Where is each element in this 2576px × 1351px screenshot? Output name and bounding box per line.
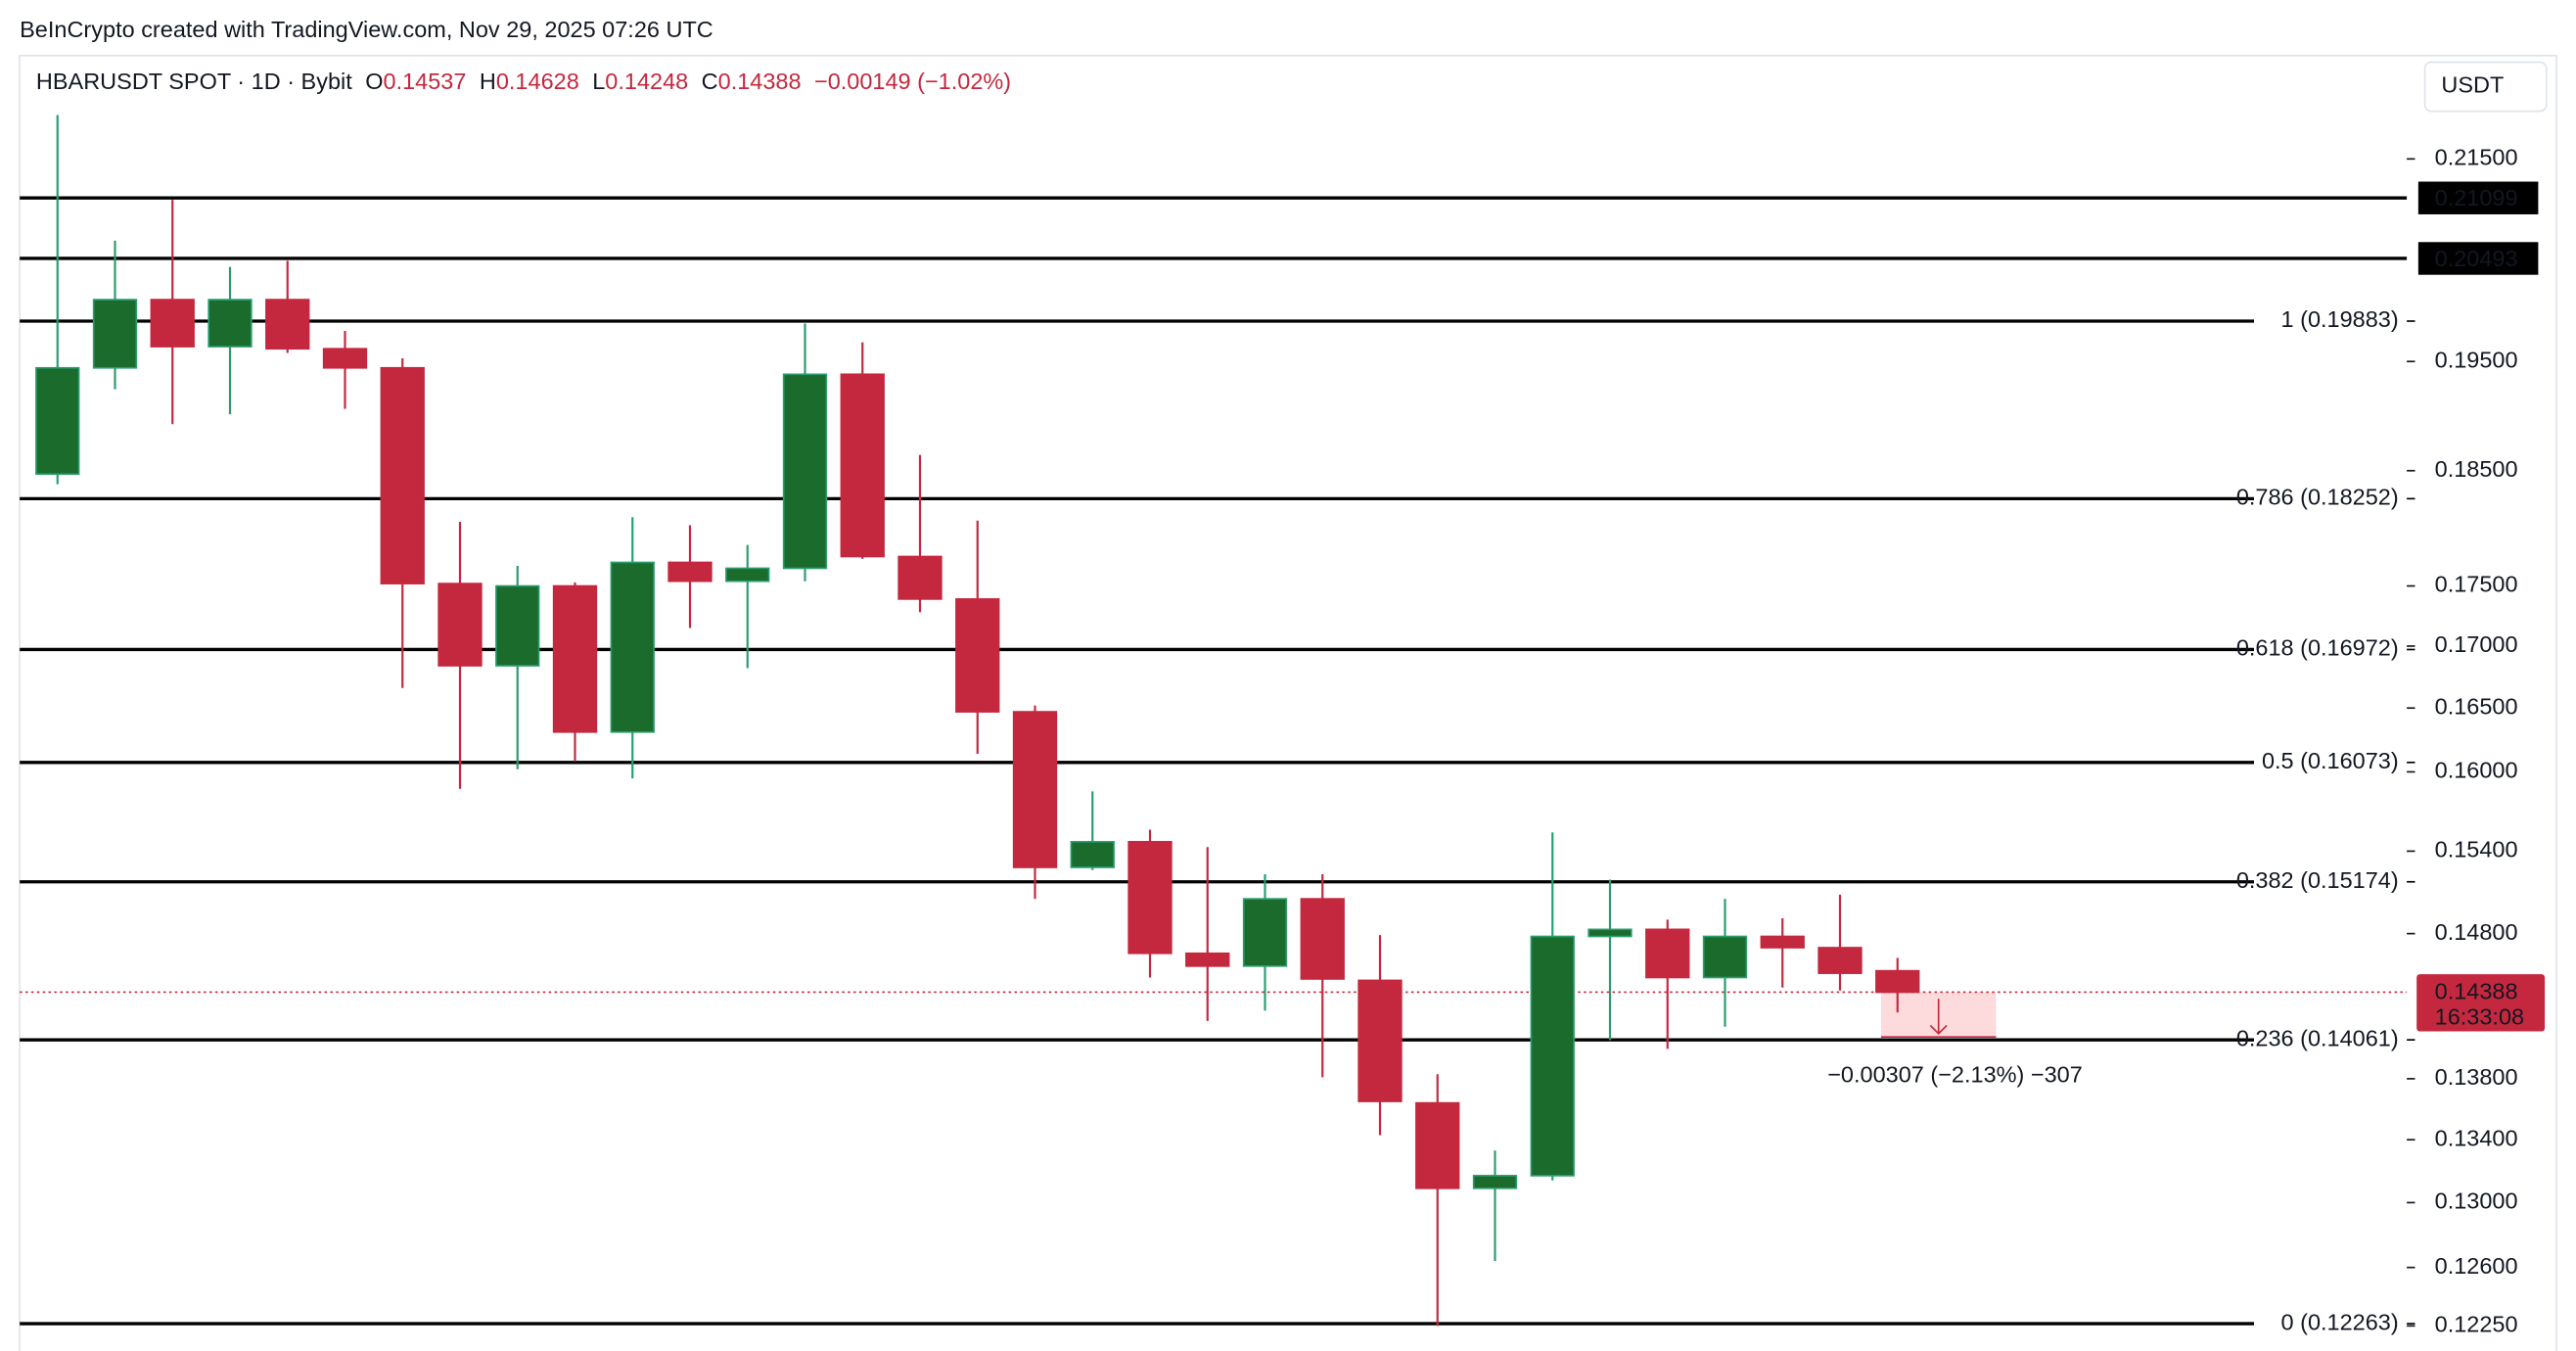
candle-body [380,366,425,584]
fib-label: 0 (0.12263) [2281,1309,2399,1334]
c-label: C [702,69,718,94]
candle-body [1760,935,1805,949]
candle-body [1012,711,1058,868]
y-tick-label: 0.16000 [2435,758,2518,783]
candle-body [265,299,310,350]
y-tick-label: 0.16500 [2435,693,2518,719]
currency: USDT [2441,72,2504,98]
change: −0.00149 (−1.02%) [814,69,1011,94]
l-value: 0.14248 [605,69,688,94]
y-tick-label: 0.13800 [2435,1064,2518,1090]
y-tick-label: 0.21500 [2435,145,2518,170]
candle-body [1645,928,1690,979]
y-tick-label: 0.18500 [2435,456,2518,482]
fib-label: 0.5 (0.16073) [2262,748,2399,773]
price-badge-label: 0.14388 [2435,979,2518,1004]
frame [19,54,2557,1351]
candle-body [1070,840,1115,868]
measure-label: −0.00307 (−2.13%) −307 [1827,1061,2083,1087]
level-badge [2417,181,2539,214]
candle-body [1127,840,1173,955]
candle-body [782,373,828,570]
candle-body [667,561,713,582]
y-tick-label: 0.13000 [2435,1188,2518,1214]
candle-body [1587,928,1633,938]
legend: HBARUSDT SPOT · 1D · Bybit O0.14537 H0.146… [36,69,1011,94]
y-tick-label: 0.17000 [2435,631,2518,657]
candle-body [1300,898,1345,980]
h-value: 0.14628 [496,69,579,94]
o-value: 0.14537 [384,69,467,94]
candle-body [1185,952,1230,967]
credit: BeInCrypto created with TradingView.com,… [20,17,713,42]
candle-body [955,598,1000,713]
fib-label: 0.236 (0.14061) [2236,1025,2399,1050]
l-label: L [592,69,605,94]
candle-body [1817,947,1863,974]
candle-body [150,299,195,348]
candle-body [207,299,253,348]
candle-body [92,299,138,369]
y-tick-label: 0.13400 [2435,1125,2518,1150]
countdown: 16:33:08 [2435,1003,2524,1029]
candle-body [1702,935,1748,979]
fib-label: 0.618 (0.16972) [2236,635,2399,661]
candle-body [1472,1175,1518,1189]
o-label: O [365,69,383,94]
level-badge-label: 0.21099 [2435,185,2518,210]
candle-body [897,555,943,600]
candle-body [1242,898,1288,967]
c-value: 0.14388 [718,69,802,94]
fib-label: 1 (0.19883) [2281,306,2399,332]
y-tick-label: 0.14800 [2435,919,2518,945]
candle-body [1530,935,1575,1177]
candle-body [725,567,770,582]
y-tick-label: 0.12600 [2435,1253,2518,1279]
price-badge [2416,974,2546,1032]
candle-body [1875,969,1920,994]
y-tick-label: 0.17500 [2435,572,2518,597]
y-tick-label: 0.19500 [2435,347,2518,372]
candle-body [1357,979,1403,1102]
y-tick-label: 0.12250 [2435,1312,2518,1337]
candle-body [1415,1101,1460,1189]
h-label: H [480,69,496,94]
currency-box [2423,61,2548,113]
level-badge-label: 0.20493 [2435,246,2518,271]
candle-body [552,584,598,733]
measure-arrowhead [1929,1024,1948,1036]
candle-body [322,348,368,369]
symbol: HBARUSDT SPOT · 1D · Bybit [36,69,352,94]
fib-label: 0.382 (0.15174) [2236,867,2399,893]
level-badge [2417,242,2539,275]
fib-label: 0.786 (0.18252) [2236,485,2399,510]
candle-body [610,561,655,733]
candle-body [495,584,540,667]
candle-body [35,366,80,476]
candle-body [840,373,885,558]
y-tick-label: 0.15400 [2435,837,2518,862]
candle-body [437,582,483,667]
